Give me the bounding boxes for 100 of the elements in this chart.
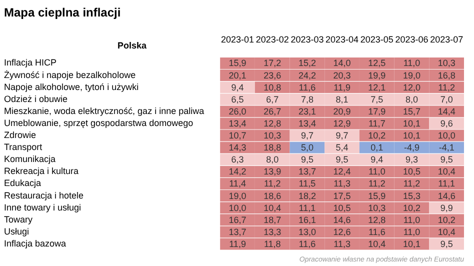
data-label: 11,2 [264,178,281,189]
data-label: 11,2 [368,178,386,189]
y-tick-label: Rekreacja i kultura [4,166,79,176]
data-label: 9,5 [300,154,314,165]
y-tick-label: Odzież i obuwie [4,94,68,104]
data-label: 10,3 [368,202,386,213]
data-label: 10,5 [333,202,351,213]
data-label: 0,1 [370,142,384,153]
data-label: 10,4 [438,166,456,177]
data-label: 11,6 [298,82,316,92]
data-label: 13,4 [228,118,246,128]
y-tick-label: Inflacja bazowa [4,238,66,248]
data-label: 11,2 [438,82,456,92]
y-tick-label: Edukacja [4,178,42,188]
data-label: 18,8 [264,142,282,153]
data-label: 12,0 [402,82,420,92]
data-label: 10,0 [438,130,456,141]
data-label: 9,4 [231,82,244,92]
y-tick-label: Zdrowie [4,130,36,140]
data-label: 9,7 [300,130,314,141]
data-label: 8,0 [266,154,279,165]
y-tick-label: Inne towary i usługi [4,202,82,212]
x-tick-label: 2023-02 [256,34,289,44]
data-label: 10,4 [438,226,456,237]
data-label: 11,0 [403,226,420,237]
data-label: 26,0 [228,106,246,116]
text: Mapa cieplna inflacji [4,6,121,20]
data-label: 13,0 [298,226,316,237]
data-label: 11,4 [229,178,246,189]
data-label: 11,9 [334,82,350,92]
data-label: 7,8 [300,94,314,104]
data-label: 12,5 [368,58,386,68]
data-label: 15,7 [402,106,420,116]
data-label: 9,5 [440,154,453,165]
data-label: 12,8 [264,118,282,128]
data-label: 10,1 [402,118,420,128]
y-tick-label: Inflacja HICP [4,58,57,68]
data-label: 12,1 [368,82,386,92]
data-label: 10,2 [368,130,386,141]
data-label: 12,8 [368,214,386,225]
data-label: 11,0 [403,58,420,68]
data-label: 9,6 [440,118,453,128]
data-label: 23,6 [264,70,282,80]
data-label: 10,7 [228,130,246,141]
data-label: 10,2 [402,202,420,213]
data-label: 11,0 [368,166,386,177]
data-label: 9,5 [336,154,348,165]
data-label: 20,1 [228,70,246,80]
data-label: 17,2 [264,58,282,68]
data-label: -4,1 [438,142,454,153]
data-label: 9,3 [405,154,418,165]
data-label: 10,3 [438,58,456,68]
y-tick-label: Umeblowanie, sprzęt gospodarstwa domowego [4,118,194,128]
y-tick-label: Usługi [4,226,30,236]
data-label: 13,7 [298,166,316,177]
data-label: 9,9 [440,202,453,213]
x-tick-label: 2023-06 [395,34,428,44]
data-label: 13,3 [264,226,282,237]
data-label: 10,5 [402,166,420,177]
data-label: 6,3 [231,154,244,165]
data-label: 10,2 [438,214,456,225]
data-label: 10,8 [264,82,282,92]
x-tick-label: 2023-03 [290,34,324,44]
data-label: 19,0 [402,70,420,80]
data-label: 20,3 [333,70,351,80]
y-tick-label: Restauracja i hotele [4,190,84,200]
y-tick-label: Napoje alkoholowe, tytoń i używki [4,82,139,92]
data-label: 7,0 [440,94,453,104]
data-label: 10,4 [368,238,386,249]
data-label: 18,7 [264,214,282,225]
data-label: 11,7 [368,118,386,128]
x-tick-label: 2023-04 [326,34,359,44]
data-label: 24,2 [298,70,316,80]
data-label: 15,9 [368,190,386,201]
y-tick-label: Towary [4,214,34,224]
data-label: 10,0 [228,202,246,213]
data-label: 7,5 [370,94,384,104]
x-tick-label: 2023-07 [430,34,464,44]
data-label: 17,5 [333,190,351,201]
data-label: 5,4 [336,142,348,153]
data-label: 11,2 [403,178,420,189]
data-label: 11,8 [264,238,281,249]
x-tick-label: 2023-01 [221,34,254,44]
data-label: 8,0 [405,94,418,104]
data-label: 6,5 [231,94,244,104]
data-label: 11,6 [368,226,386,237]
data-label: 16,7 [228,214,246,225]
data-label: 14,2 [228,166,246,177]
data-label: 9,4 [370,154,384,165]
x-tick-label: 2023-05 [360,34,394,44]
y-tick-label: Transport [4,142,43,152]
data-label: 14,0 [333,58,351,68]
y-tick-label: Żywność i napoje bezalkoholowe [4,70,136,80]
data-label: -4,9 [404,142,420,153]
data-label: 14,3 [228,142,246,153]
data-label: 13,4 [298,118,316,128]
data-label: 10,4 [264,202,282,213]
y-tick-label: Mieszkanie, woda elektryczność, gaz i inne paliwa [4,106,204,116]
data-label: 11,3 [334,238,350,249]
data-label: 13,7 [228,226,246,237]
